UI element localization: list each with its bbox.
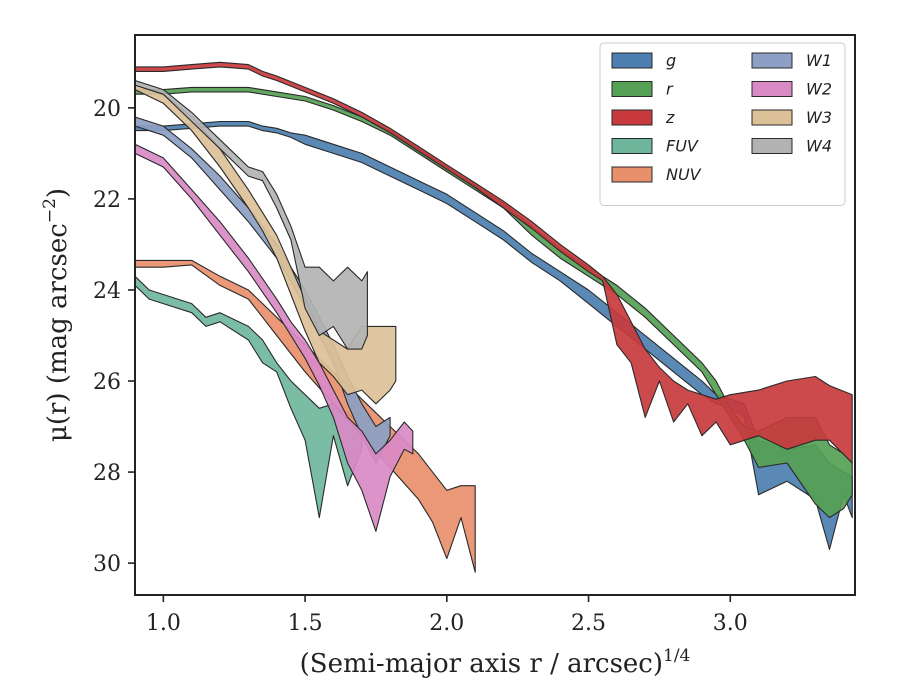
- y-tick-label: 20: [93, 97, 121, 122]
- band-w2: [135, 143, 414, 532]
- legend-label-w2: W2: [806, 80, 832, 99]
- x-tick-label: 1.0: [146, 611, 181, 636]
- band-g: [135, 120, 853, 551]
- legend-swatch-g: [611, 52, 653, 69]
- legend-swatch-r: [611, 81, 653, 97]
- y-tick-label: 26: [93, 370, 121, 395]
- legend-label-z: z: [665, 108, 675, 127]
- legend-label-w1: W1: [806, 51, 832, 70]
- band-w3: [135, 84, 397, 405]
- legend-label-g: g: [666, 51, 676, 70]
- x-axis-label: (Semi-major axis r / arcsec)1/4: [300, 646, 691, 679]
- band-z: [135, 61, 853, 464]
- y-tick-label: 22: [93, 188, 121, 213]
- y-axis-label: μ(r) (mag arcsec−2): [40, 188, 73, 442]
- legend-swatch-z: [611, 109, 653, 126]
- x-tick-label: 1.5: [288, 611, 323, 636]
- legend-swatch-nuv: [611, 166, 653, 183]
- legend-swatch-w2: [751, 81, 793, 97]
- legend-label-w3: W3: [806, 108, 832, 127]
- x-tick-label: 3.0: [713, 611, 748, 636]
- band-nuv: [135, 259, 476, 573]
- legend-swatch-w1: [751, 52, 793, 69]
- y-tick-label: 30: [93, 552, 121, 577]
- legend-label-r: r: [666, 80, 674, 99]
- legend-swatch-fuv: [611, 138, 653, 154]
- legend-label-w4: W4: [806, 137, 832, 156]
- x-tick-label: 2.5: [571, 611, 606, 636]
- profile-bands: [135, 61, 853, 573]
- plot-frame: [134, 34, 856, 596]
- x-tick-label: 2.0: [429, 611, 464, 636]
- legend-label-fuv: FUV: [666, 137, 699, 156]
- legend: grz FUV NUV W1 W2 W3 W4: [599, 42, 846, 206]
- band-w4: [135, 79, 368, 350]
- y-tick-label: 28: [93, 461, 121, 486]
- y-tick-label: 24: [93, 279, 121, 304]
- axis-ticks: 1.0 1.5 2.0 2.5 3.0 20 22 24 26 28 30: [93, 97, 748, 636]
- legend-label-nuv: NUV: [666, 165, 702, 184]
- legend-swatch-w3: [751, 109, 793, 126]
- legend-swatch-w4: [751, 138, 793, 154]
